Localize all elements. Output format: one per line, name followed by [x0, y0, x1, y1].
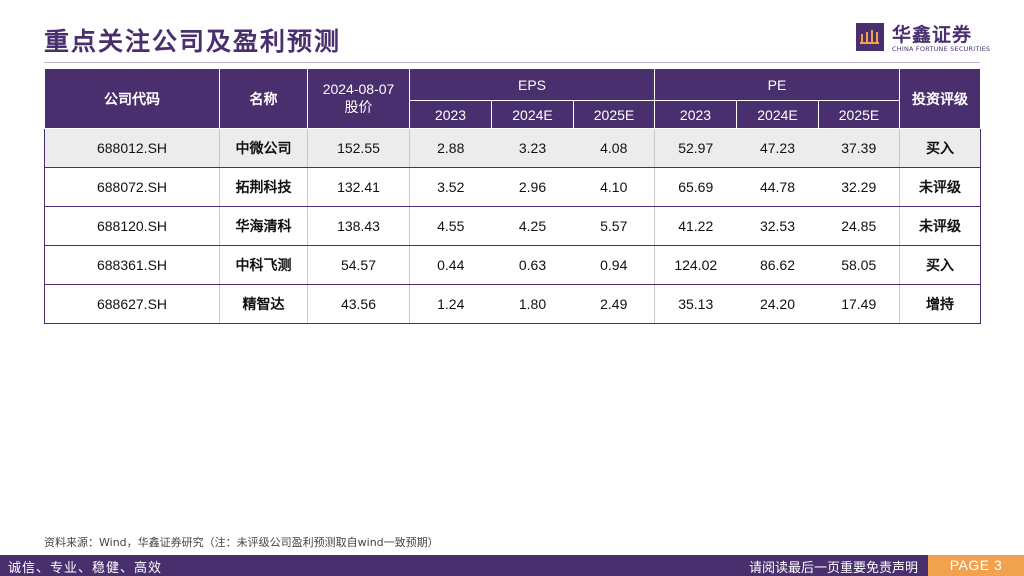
header-name: 名称 [219, 68, 308, 129]
cell-code: 688012.SH [44, 128, 220, 168]
header-eps-year: 2023 [409, 100, 492, 129]
cell-eps: 0.44 [409, 245, 492, 285]
header-pe: PE [654, 68, 900, 101]
cell-price: 132.41 [307, 167, 410, 207]
cell-pe: 37.39 [818, 128, 900, 168]
cell-pe: 41.22 [654, 206, 737, 246]
header-eps: EPS [409, 68, 655, 101]
cell-eps: 0.63 [491, 245, 574, 285]
cell-eps: 1.24 [409, 284, 492, 324]
cell-eps: 5.57 [573, 206, 655, 246]
cell-pe: 17.49 [818, 284, 900, 324]
cell-pe: 58.05 [818, 245, 900, 285]
cell-eps: 4.55 [409, 206, 492, 246]
cell-name: 中微公司 [219, 128, 308, 168]
cell-pe: 124.02 [654, 245, 737, 285]
header-pe-year: 2025E [818, 100, 900, 129]
cell-eps: 3.23 [491, 128, 574, 168]
cell-rating: 未评级 [899, 206, 981, 246]
table-row: 688120.SH 华海清科 138.43 4.55 4.25 5.57 41.… [44, 206, 981, 246]
cell-price: 138.43 [307, 206, 410, 246]
logo-subtext: CHINA FORTUNE SECURITIES [892, 45, 991, 53]
cell-eps: 2.49 [573, 284, 655, 324]
logo-text: 华鑫证券 [892, 24, 973, 46]
logo-mark-icon [856, 23, 884, 51]
footer-slogan: 诚信、专业、稳健、高效 [8, 561, 163, 576]
cell-eps: 4.10 [573, 167, 655, 207]
cell-pe: 32.29 [818, 167, 900, 207]
cell-code: 688627.SH [44, 284, 220, 324]
table-row: 688627.SH 精智达 43.56 1.24 1.80 2.49 35.13… [44, 284, 981, 324]
header-rating: 投资评级 [899, 68, 981, 129]
cell-eps: 0.94 [573, 245, 655, 285]
cell-eps: 2.88 [409, 128, 492, 168]
table-row: 688072.SH 拓荆科技 132.41 3.52 2.96 4.10 65.… [44, 167, 981, 207]
table-row: 688012.SH 中微公司 152.55 2.88 3.23 4.08 52.… [44, 128, 981, 168]
company-logo: 华鑫证券 CHINA FORTUNE SECURITIES [856, 20, 990, 56]
cell-pe: 24.85 [818, 206, 900, 246]
table-row: 688361.SH 中科飞测 54.57 0.44 0.63 0.94 124.… [44, 245, 981, 285]
cell-pe: 52.97 [654, 128, 737, 168]
cell-eps: 1.80 [491, 284, 574, 324]
cell-code: 688361.SH [44, 245, 220, 285]
cell-name: 拓荆科技 [219, 167, 308, 207]
cell-eps: 2.96 [491, 167, 574, 207]
header-price: 2024-08-07 股价 [307, 68, 410, 129]
cell-rating: 增持 [899, 284, 981, 324]
page-number: PAGE 3 [928, 555, 1024, 576]
cell-rating: 买入 [899, 128, 981, 168]
disclaimer-link[interactable]: 请阅读最后一页重要免责声明 [748, 561, 918, 576]
header-eps-year: 2025E [573, 100, 655, 129]
cell-code: 688120.SH [44, 206, 220, 246]
cell-name: 华海清科 [219, 206, 308, 246]
cell-pe: 47.23 [736, 128, 819, 168]
cell-eps: 3.52 [409, 167, 492, 207]
source-note: 资料来源：Wind，华鑫证券研究（注：未评级公司盈利预测取自wind一致预期） [44, 536, 439, 549]
cell-rating: 买入 [899, 245, 981, 285]
footer-bar: 诚信、专业、稳健、高效 请阅读最后一页重要免责声明 PAGE 3 [0, 555, 1024, 576]
page-title: 重点关注公司及盈利预测 [44, 27, 342, 56]
header-price-label: 股价 [344, 98, 373, 115]
title-divider [44, 62, 980, 63]
cell-pe: 24.20 [736, 284, 819, 324]
header-eps-year: 2024E [491, 100, 574, 129]
cell-pe: 65.69 [654, 167, 737, 207]
cell-price: 43.56 [307, 284, 410, 324]
forecast-table: 公司代码 名称 2024-08-07 股价 EPS PE 投资评级 2023 2… [44, 68, 981, 324]
cell-pe: 35.13 [654, 284, 737, 324]
header-price-date: 2024-08-07 [322, 80, 395, 97]
header-code: 公司代码 [44, 68, 220, 129]
cell-name: 精智达 [219, 284, 308, 324]
cell-eps: 4.08 [573, 128, 655, 168]
cell-code: 688072.SH [44, 167, 220, 207]
cell-pe: 86.62 [736, 245, 819, 285]
cell-price: 152.55 [307, 128, 410, 168]
cell-pe: 44.78 [736, 167, 819, 207]
cell-name: 中科飞测 [219, 245, 308, 285]
cell-pe: 32.53 [736, 206, 819, 246]
cell-rating: 未评级 [899, 167, 981, 207]
cell-eps: 4.25 [491, 206, 574, 246]
cell-price: 54.57 [307, 245, 410, 285]
header-pe-year: 2024E [736, 100, 819, 129]
header-pe-year: 2023 [654, 100, 737, 129]
